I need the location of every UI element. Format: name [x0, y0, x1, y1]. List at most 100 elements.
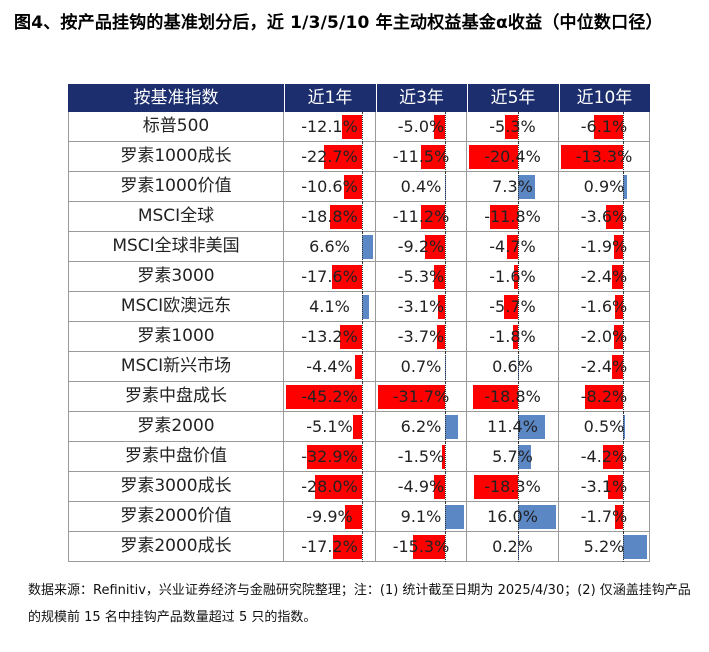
value-label: -1.7% [580, 507, 628, 526]
value-label: 0.4% [400, 177, 442, 196]
positive-data-bar [444, 505, 464, 529]
value-label: 6.6% [309, 237, 350, 256]
negative-data-bar [420, 145, 445, 169]
zero-axis-line [622, 322, 624, 352]
zero-axis-line [622, 472, 624, 502]
value-cell: -3.1% [376, 292, 467, 322]
value-cell: -13.3% [559, 142, 650, 172]
table-row: 罗素2000 -5.1% 6.2% 11.4% 0.5% [68, 412, 650, 442]
value-cell: -6.1% [559, 112, 650, 142]
negative-data-bar [489, 205, 518, 229]
value-cell: 0.7% [376, 352, 467, 382]
negative-data-bar [353, 415, 362, 439]
value-label: -32.9% [301, 447, 358, 466]
value-label: -9.2% [397, 237, 445, 256]
table-row: 罗素2000成长 -17.2% -15.3% 0.2% 5.2% [68, 532, 650, 562]
value-cell: -2.4% [559, 352, 650, 382]
table-header: 按基准指数 近1年 近3年 近5年 近10年 [68, 84, 650, 112]
value-label: 7.3% [492, 177, 533, 196]
zero-axis-line [361, 502, 363, 532]
value-label: 0.5% [583, 417, 625, 436]
value-label: -13.2% [301, 327, 358, 346]
negative-data-bar [345, 505, 362, 529]
negative-data-bar [606, 205, 623, 229]
negative-data-bar [613, 235, 623, 259]
negative-data-bar [412, 535, 445, 559]
negative-data-bar [505, 115, 518, 139]
value-label: -4.2% [580, 447, 628, 466]
index-name-cell: 罗素1000价值 [68, 172, 284, 202]
value-cell: -8.2% [559, 382, 650, 412]
zero-axis-line [444, 172, 446, 202]
zero-axis-line [444, 322, 446, 352]
value-cell: -18.8% [467, 382, 559, 412]
zero-axis-line [622, 142, 624, 172]
figure-title: 图4、按产品挂钩的基准划分后，近 1/3/5/10 年主动权益基金α收益（中位数… [14, 13, 663, 33]
value-label: 0.7% [400, 357, 442, 376]
table-row: 罗素1000 -13.2% -3.7% -1.8% -2.0% [68, 322, 650, 352]
index-name: MSCI全球 [137, 206, 215, 226]
zero-axis-line [444, 352, 446, 382]
value-cell: -10.6% [284, 172, 376, 202]
table-row: 罗素1000成长 -22.7% -11.5% -20.4% -13.3% [68, 142, 650, 172]
value-label: -15.3% [392, 537, 450, 556]
negative-data-bar [614, 505, 623, 529]
index-name-cell: 罗素1000成长 [68, 142, 284, 172]
value-label: -18.8% [301, 207, 358, 226]
value-cell: -9.2% [376, 232, 467, 262]
negative-data-bar [611, 355, 623, 379]
value-label: -22.7% [301, 147, 358, 166]
index-name-cell: 罗素中盘价值 [68, 442, 284, 472]
value-label: 11.4% [487, 417, 538, 436]
value-label: -5.3% [489, 117, 536, 136]
zero-axis-line [517, 202, 519, 232]
value-label: -11.2% [392, 207, 450, 226]
value-cell: 16.0% [467, 502, 559, 532]
value-label: -1.9% [580, 237, 628, 256]
value-label: -5.0% [397, 117, 445, 136]
value-label: -5.3% [397, 267, 445, 286]
source-note: 数据来源：Refinitiv，兴业证券经济与金融研究院整理；注：(1) 统计截至… [28, 583, 691, 625]
value-cell: -13.2% [284, 322, 376, 352]
value-cell: -2.0% [559, 322, 650, 352]
value-label: -4.9% [397, 477, 445, 496]
positive-data-bar [361, 235, 373, 259]
header-cell: 近1年 [307, 88, 353, 108]
index-name: 罗素中盘价值 [125, 446, 227, 466]
negative-data-bar [314, 475, 362, 499]
value-cell: 11.4% [467, 412, 559, 442]
zero-axis-line [517, 232, 519, 262]
negative-data-bar [323, 145, 362, 169]
value-cell: 6.6% [284, 232, 376, 262]
value-label: -2.0% [580, 327, 628, 346]
value-label: -8.2% [580, 387, 628, 406]
value-cell: -45.2% [284, 382, 376, 412]
value-label: -1.6% [580, 297, 628, 316]
value-label: -12.1% [301, 117, 358, 136]
value-label: -10.6% [301, 177, 358, 196]
value-label: -11.5% [392, 147, 450, 166]
negative-data-bar [434, 475, 445, 499]
zero-axis-line [622, 502, 624, 532]
value-cell: 7.3% [467, 172, 559, 202]
negative-data-bar [594, 115, 623, 139]
value-label: -9.9% [306, 507, 353, 526]
zero-axis-line [444, 382, 446, 412]
zero-axis-line [361, 412, 363, 442]
value-label: -1.5% [397, 447, 445, 466]
index-name: 罗素1000价值 [120, 176, 232, 196]
zero-axis-line [622, 292, 624, 322]
value-cell: -9.9% [284, 502, 376, 532]
value-cell: -32.9% [284, 442, 376, 472]
index-name: 罗素3000成长 [120, 476, 232, 496]
index-name: MSCI全球非美国 [112, 236, 240, 256]
value-label: -6.1% [580, 117, 628, 136]
value-cell: -3.1% [559, 472, 650, 502]
negative-data-bar [437, 325, 445, 349]
value-cell: -17.2% [284, 532, 376, 562]
zero-axis-line [361, 232, 363, 262]
header-separator [467, 84, 468, 112]
zero-axis-line [622, 112, 624, 142]
negative-data-bar [341, 115, 362, 139]
value-label: -13.3% [575, 147, 633, 166]
